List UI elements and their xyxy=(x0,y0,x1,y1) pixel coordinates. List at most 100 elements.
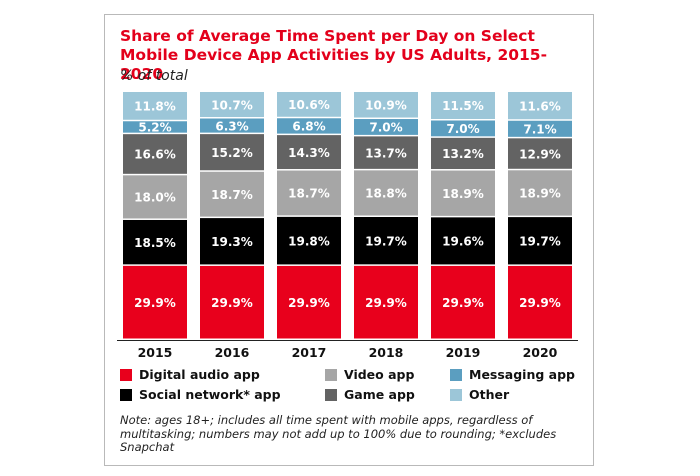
data-label-2019-4: 7.0% xyxy=(446,122,479,136)
bar-segment-2017-5 xyxy=(277,92,341,117)
x-tick-label-2018: 2018 xyxy=(369,345,404,360)
bar-segment-2018-2 xyxy=(354,170,418,216)
chart-subtitle: % of total xyxy=(120,68,188,84)
data-label-2017-0: 29.9% xyxy=(288,296,330,310)
legend-label: Digital audio app xyxy=(139,367,260,382)
bar-segment-2017-0 xyxy=(277,265,341,339)
data-label-2015-1: 18.5% xyxy=(134,236,176,250)
bar-segment-2020-0 xyxy=(508,265,572,339)
data-label-2016-4: 6.3% xyxy=(215,119,248,133)
legend-label: Messaging app xyxy=(469,367,575,382)
data-label-2016-3: 15.2% xyxy=(211,146,253,160)
legend-swatch xyxy=(120,368,132,381)
bar-segment-2016-3 xyxy=(200,134,264,171)
data-label-2019-3: 13.2% xyxy=(442,147,484,161)
bar-segment-2017-1 xyxy=(277,216,341,265)
legend-swatch xyxy=(325,388,337,401)
bar-segment-2017-4 xyxy=(277,118,341,134)
x-tick-label-2017: 2017 xyxy=(292,345,327,360)
data-label-2017-4: 6.8% xyxy=(292,120,325,134)
bar-segment-2016-1 xyxy=(200,218,264,265)
data-label-2015-4: 5.2% xyxy=(138,121,171,135)
data-label-2015-0: 29.9% xyxy=(134,296,176,310)
chart-note: Note: ages 18+; includes all time spent … xyxy=(120,413,557,454)
bar-segment-2018-1 xyxy=(354,216,418,265)
data-label-2019-1: 19.6% xyxy=(442,235,484,249)
bar-segment-2019-5 xyxy=(431,92,495,119)
data-label-2017-1: 19.8% xyxy=(288,234,330,248)
data-label-2016-1: 19.3% xyxy=(211,235,253,249)
data-label-2016-0: 29.9% xyxy=(211,296,253,310)
legend-label: Video app xyxy=(344,367,415,382)
legend-swatch xyxy=(120,388,132,401)
data-label-2015-2: 18.0% xyxy=(134,191,176,205)
bar-segment-2016-2 xyxy=(200,171,264,217)
legend-label: Game app xyxy=(344,387,415,402)
data-label-2015-3: 16.6% xyxy=(134,148,176,162)
bar-segment-2019-3 xyxy=(431,137,495,170)
bar-segment-2020-3 xyxy=(508,138,572,169)
legend-label: Other xyxy=(469,387,510,402)
data-label-2019-0: 29.9% xyxy=(442,296,484,310)
data-label-2020-3: 12.9% xyxy=(519,147,561,161)
legend-item-3: Social network* app xyxy=(120,387,281,402)
data-label-2016-2: 18.7% xyxy=(211,188,253,202)
bar-segment-2019-4 xyxy=(431,120,495,137)
data-label-2020-4: 7.1% xyxy=(523,123,556,137)
data-label-2018-5: 10.9% xyxy=(365,99,407,113)
data-label-2017-5: 10.6% xyxy=(288,98,330,112)
data-label-2020-2: 18.9% xyxy=(519,187,561,201)
bar-segment-2015-5 xyxy=(123,92,187,120)
legend-swatch xyxy=(450,388,462,401)
chart-title: Share of Average Time Spent per Day on S… xyxy=(120,27,548,83)
data-label-2019-2: 18.9% xyxy=(442,187,484,201)
x-tick-label-2015: 2015 xyxy=(138,345,173,360)
chart-frame xyxy=(104,14,594,466)
bar-segment-2016-0 xyxy=(200,265,264,339)
bar-segment-2019-1 xyxy=(431,217,495,265)
data-label-2020-0: 29.9% xyxy=(519,296,561,310)
bar-segment-2019-0 xyxy=(431,265,495,339)
bar-segment-2018-0 xyxy=(354,265,418,339)
bar-segment-2015-0 xyxy=(123,265,187,339)
data-label-2018-3: 13.7% xyxy=(365,146,407,160)
legend: Digital audio app Video app Messaging app S… xyxy=(120,367,590,407)
bar-segment-2020-4 xyxy=(508,120,572,137)
legend-label: Social network* app xyxy=(139,387,281,402)
data-label-2018-4: 7.0% xyxy=(369,121,402,135)
bar-segment-2018-3 xyxy=(354,136,418,169)
data-label-2020-5: 11.6% xyxy=(519,99,561,113)
legend-swatch xyxy=(450,368,462,381)
legend-item-4: Game app xyxy=(325,387,415,402)
bar-segment-2018-5 xyxy=(354,92,418,118)
bar-segment-2016-4 xyxy=(200,118,264,133)
data-label-2017-2: 18.7% xyxy=(288,187,330,201)
bar-segment-2015-4 xyxy=(123,121,187,133)
legend-item-0: Digital audio app xyxy=(120,367,260,382)
bar-segment-2020-2 xyxy=(508,170,572,216)
bar-segment-2015-1 xyxy=(123,219,187,265)
legend-swatch xyxy=(325,368,337,381)
bar-segment-2020-5 xyxy=(508,92,572,120)
bar-segment-2018-4 xyxy=(354,119,418,135)
data-label-2016-5: 10.7% xyxy=(211,98,253,112)
data-label-2020-1: 19.7% xyxy=(519,235,561,249)
data-label-2017-3: 14.3% xyxy=(288,146,330,160)
data-label-2019-5: 11.5% xyxy=(442,99,484,113)
bar-segment-2015-3 xyxy=(123,134,187,174)
bar-segment-2017-2 xyxy=(277,170,341,216)
data-label-2018-0: 29.9% xyxy=(365,296,407,310)
data-label-2015-5: 11.8% xyxy=(134,100,176,114)
x-tick-label-2016: 2016 xyxy=(215,345,250,360)
bar-segment-2019-2 xyxy=(431,170,495,216)
bar-segment-2020-1 xyxy=(508,217,572,265)
bar-segment-2017-3 xyxy=(277,135,341,170)
bar-segment-2016-5 xyxy=(200,92,264,118)
x-tick-label-2019: 2019 xyxy=(446,345,481,360)
legend-item-5: Other xyxy=(450,387,509,402)
legend-item-2: Messaging app xyxy=(450,367,575,382)
data-label-2018-1: 19.7% xyxy=(365,234,407,248)
data-label-2018-2: 18.8% xyxy=(365,187,407,201)
bar-segment-2015-2 xyxy=(123,175,187,219)
